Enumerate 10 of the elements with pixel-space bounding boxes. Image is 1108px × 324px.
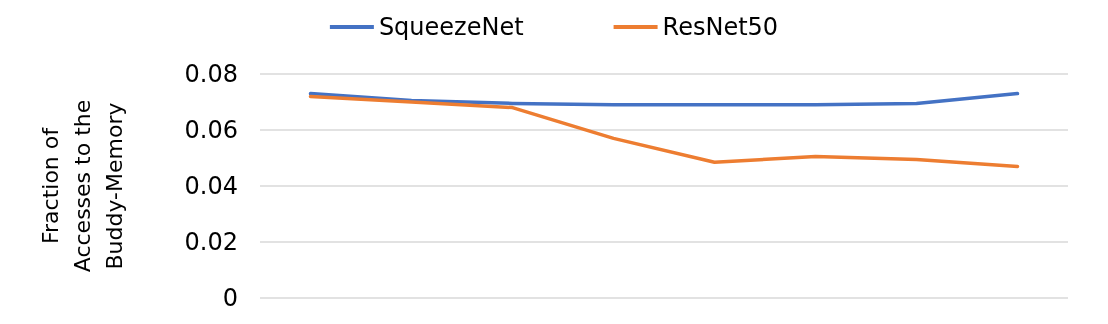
legend-label: SqueezeNet <box>378 13 524 41</box>
y-tick-label: 0 <box>222 284 238 312</box>
y-tick-label: 0.04 <box>184 172 238 200</box>
y-tick-label: 0.02 <box>184 228 238 256</box>
line-series <box>308 94 1020 169</box>
y-axis-title: Fraction of Accesses to the Buddy-Memory <box>37 99 127 273</box>
y-tick-label: 0.06 <box>184 116 238 144</box>
line-series <box>308 91 1020 107</box>
y-tick-label: 0.08 <box>184 60 238 88</box>
legend-label: ResNet50 <box>662 13 779 41</box>
